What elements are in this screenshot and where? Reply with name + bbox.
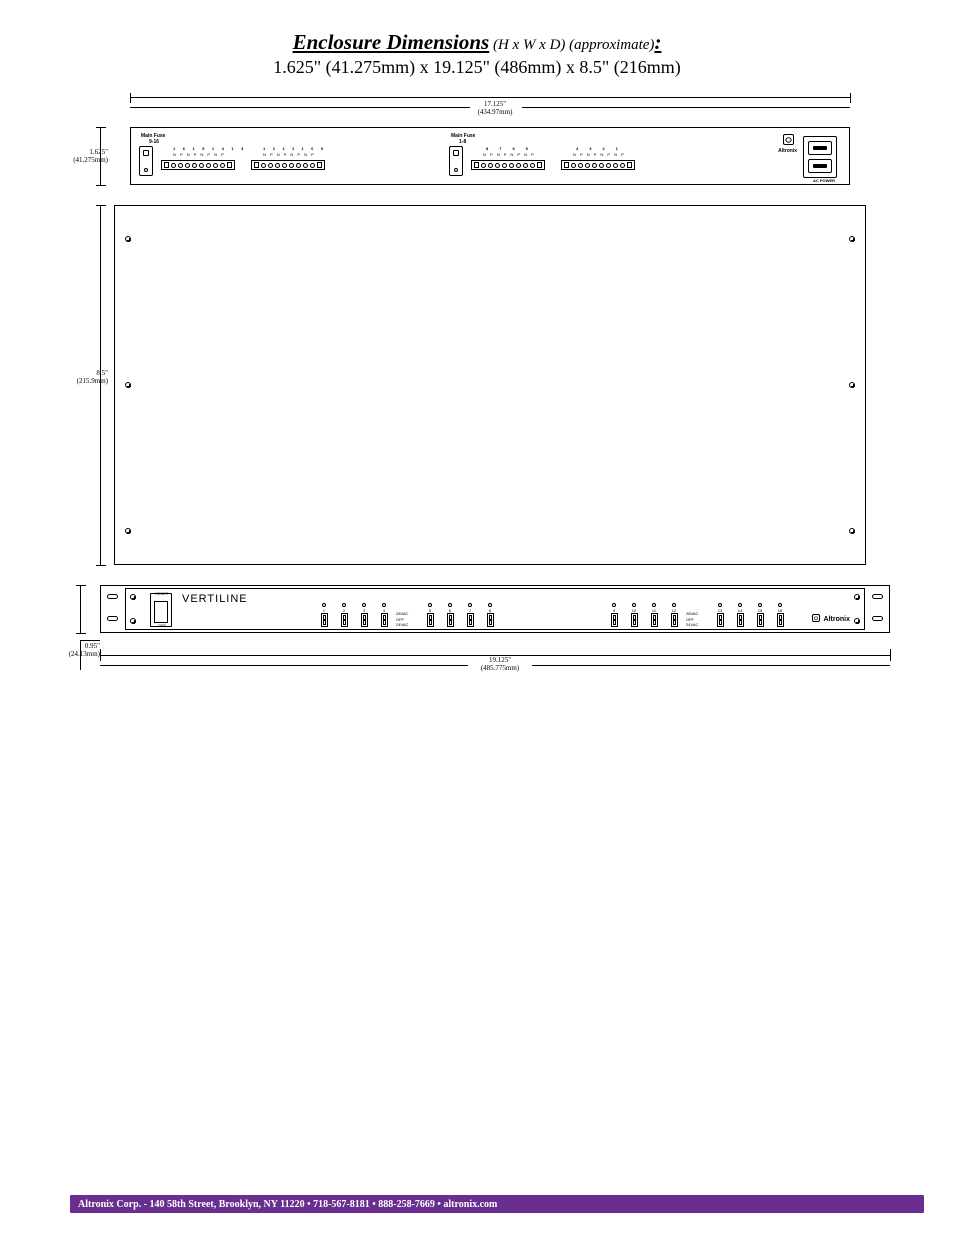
rack-ear-slot	[107, 594, 118, 599]
top-panel	[114, 205, 866, 565]
title-dimensions: 1.625" (41.275mm) x 19.125" (486mm) x 8.…	[0, 57, 954, 78]
ch-labels-b2: 4321	[576, 146, 629, 151]
screw-icon	[854, 594, 860, 600]
switch-labels: 28VAC OFF 24VAC	[686, 603, 708, 628]
rack-ear-slot	[872, 594, 883, 599]
screw-icon	[849, 236, 855, 242]
title-sub: (H x W x D) (approximate)	[489, 37, 654, 53]
iec-power-inlet	[803, 136, 837, 178]
screw-icon	[854, 618, 860, 624]
mainfuse-b-range: 1-8	[459, 139, 466, 145]
np-labels-a2: N P N P N P N P	[263, 152, 315, 157]
ch-labels-a2: 1211109	[263, 146, 331, 151]
ch-labels-a1: 16151413	[173, 146, 251, 151]
listing-mark-icon	[812, 614, 820, 622]
breaker-reset-label: RESET	[155, 591, 168, 596]
ch-labels-b1: 8765	[486, 146, 539, 151]
dim-depth: 8.5" (215.9mm)	[62, 370, 108, 385]
switch-labels: 28VAC OFF 24VAC	[396, 603, 418, 628]
title-colon: :	[654, 30, 661, 54]
terminal-row-b2	[561, 160, 635, 170]
screw-icon	[125, 528, 131, 534]
channel-group-2: 9 10 11 12 28VAC OFF 24VAC 13 14 15 16	[606, 603, 788, 628]
breaker-switch	[150, 593, 172, 627]
screw-icon	[849, 528, 855, 534]
rear-brand: Altronix	[778, 148, 797, 154]
dim-ear: 0.95" (24.13mm)	[54, 643, 100, 658]
mainfuse-a-range: 9-16	[149, 139, 159, 145]
front-panel-face: RESET OFF VERTILINE 1 2 3 4 28VAC OFF 24…	[125, 588, 865, 630]
front-panel-outer: RESET OFF VERTILINE 1 2 3 4 28VAC OFF 24…	[100, 585, 890, 633]
dim-height-rear: 1.625" (41.275mm)	[62, 149, 108, 164]
title-main: Enclosure Dimensions	[293, 30, 490, 54]
footer-bar: Altronix Corp. - 140 58th Street, Brookl…	[70, 1195, 924, 1213]
footer-text: Altronix Corp. - 140 58th Street, Brookl…	[78, 1199, 497, 1210]
np-labels-a1: N P N P N P N P	[173, 152, 225, 157]
listing-mark-icon	[783, 134, 794, 145]
screw-icon	[849, 382, 855, 388]
breaker-off-label: OFF	[158, 623, 166, 628]
terminal-row-a1	[161, 160, 235, 170]
terminal-row-a2	[251, 160, 325, 170]
screw-icon	[125, 236, 131, 242]
rear-panel: Main Fuse 9-16 N P N P N P N P 16151413 …	[130, 127, 850, 185]
vertiline-logo: VERTILINE	[182, 593, 248, 605]
screw-icon	[130, 618, 136, 624]
np-labels-b1: N P N P N P N P	[483, 152, 535, 157]
front-brand-block: Altronix	[812, 608, 850, 626]
dim-width-bottom: 19.125" (485.775mm)	[465, 657, 535, 672]
title-block: Enclosure Dimensions (H x W x D) (approx…	[0, 30, 954, 78]
terminal-row-b1	[471, 160, 545, 170]
dim-width-top: 17.125" (434.97mm)	[465, 101, 525, 116]
channel-group-1: 1 2 3 4 28VAC OFF 24VAC 5 6 7 8	[316, 603, 498, 628]
ac-power-label: AC POWER	[813, 178, 835, 183]
rack-ear-slot	[107, 616, 118, 621]
rack-ear-slot	[872, 616, 883, 621]
screw-icon	[130, 594, 136, 600]
front-brand: Altronix	[824, 616, 850, 623]
screw-icon	[125, 382, 131, 388]
dimension-diagram: 17.125" (434.97mm) 1.625" (41.275mm) Mai…	[70, 95, 890, 705]
np-labels-b2: N P N P N P N P	[573, 152, 625, 157]
